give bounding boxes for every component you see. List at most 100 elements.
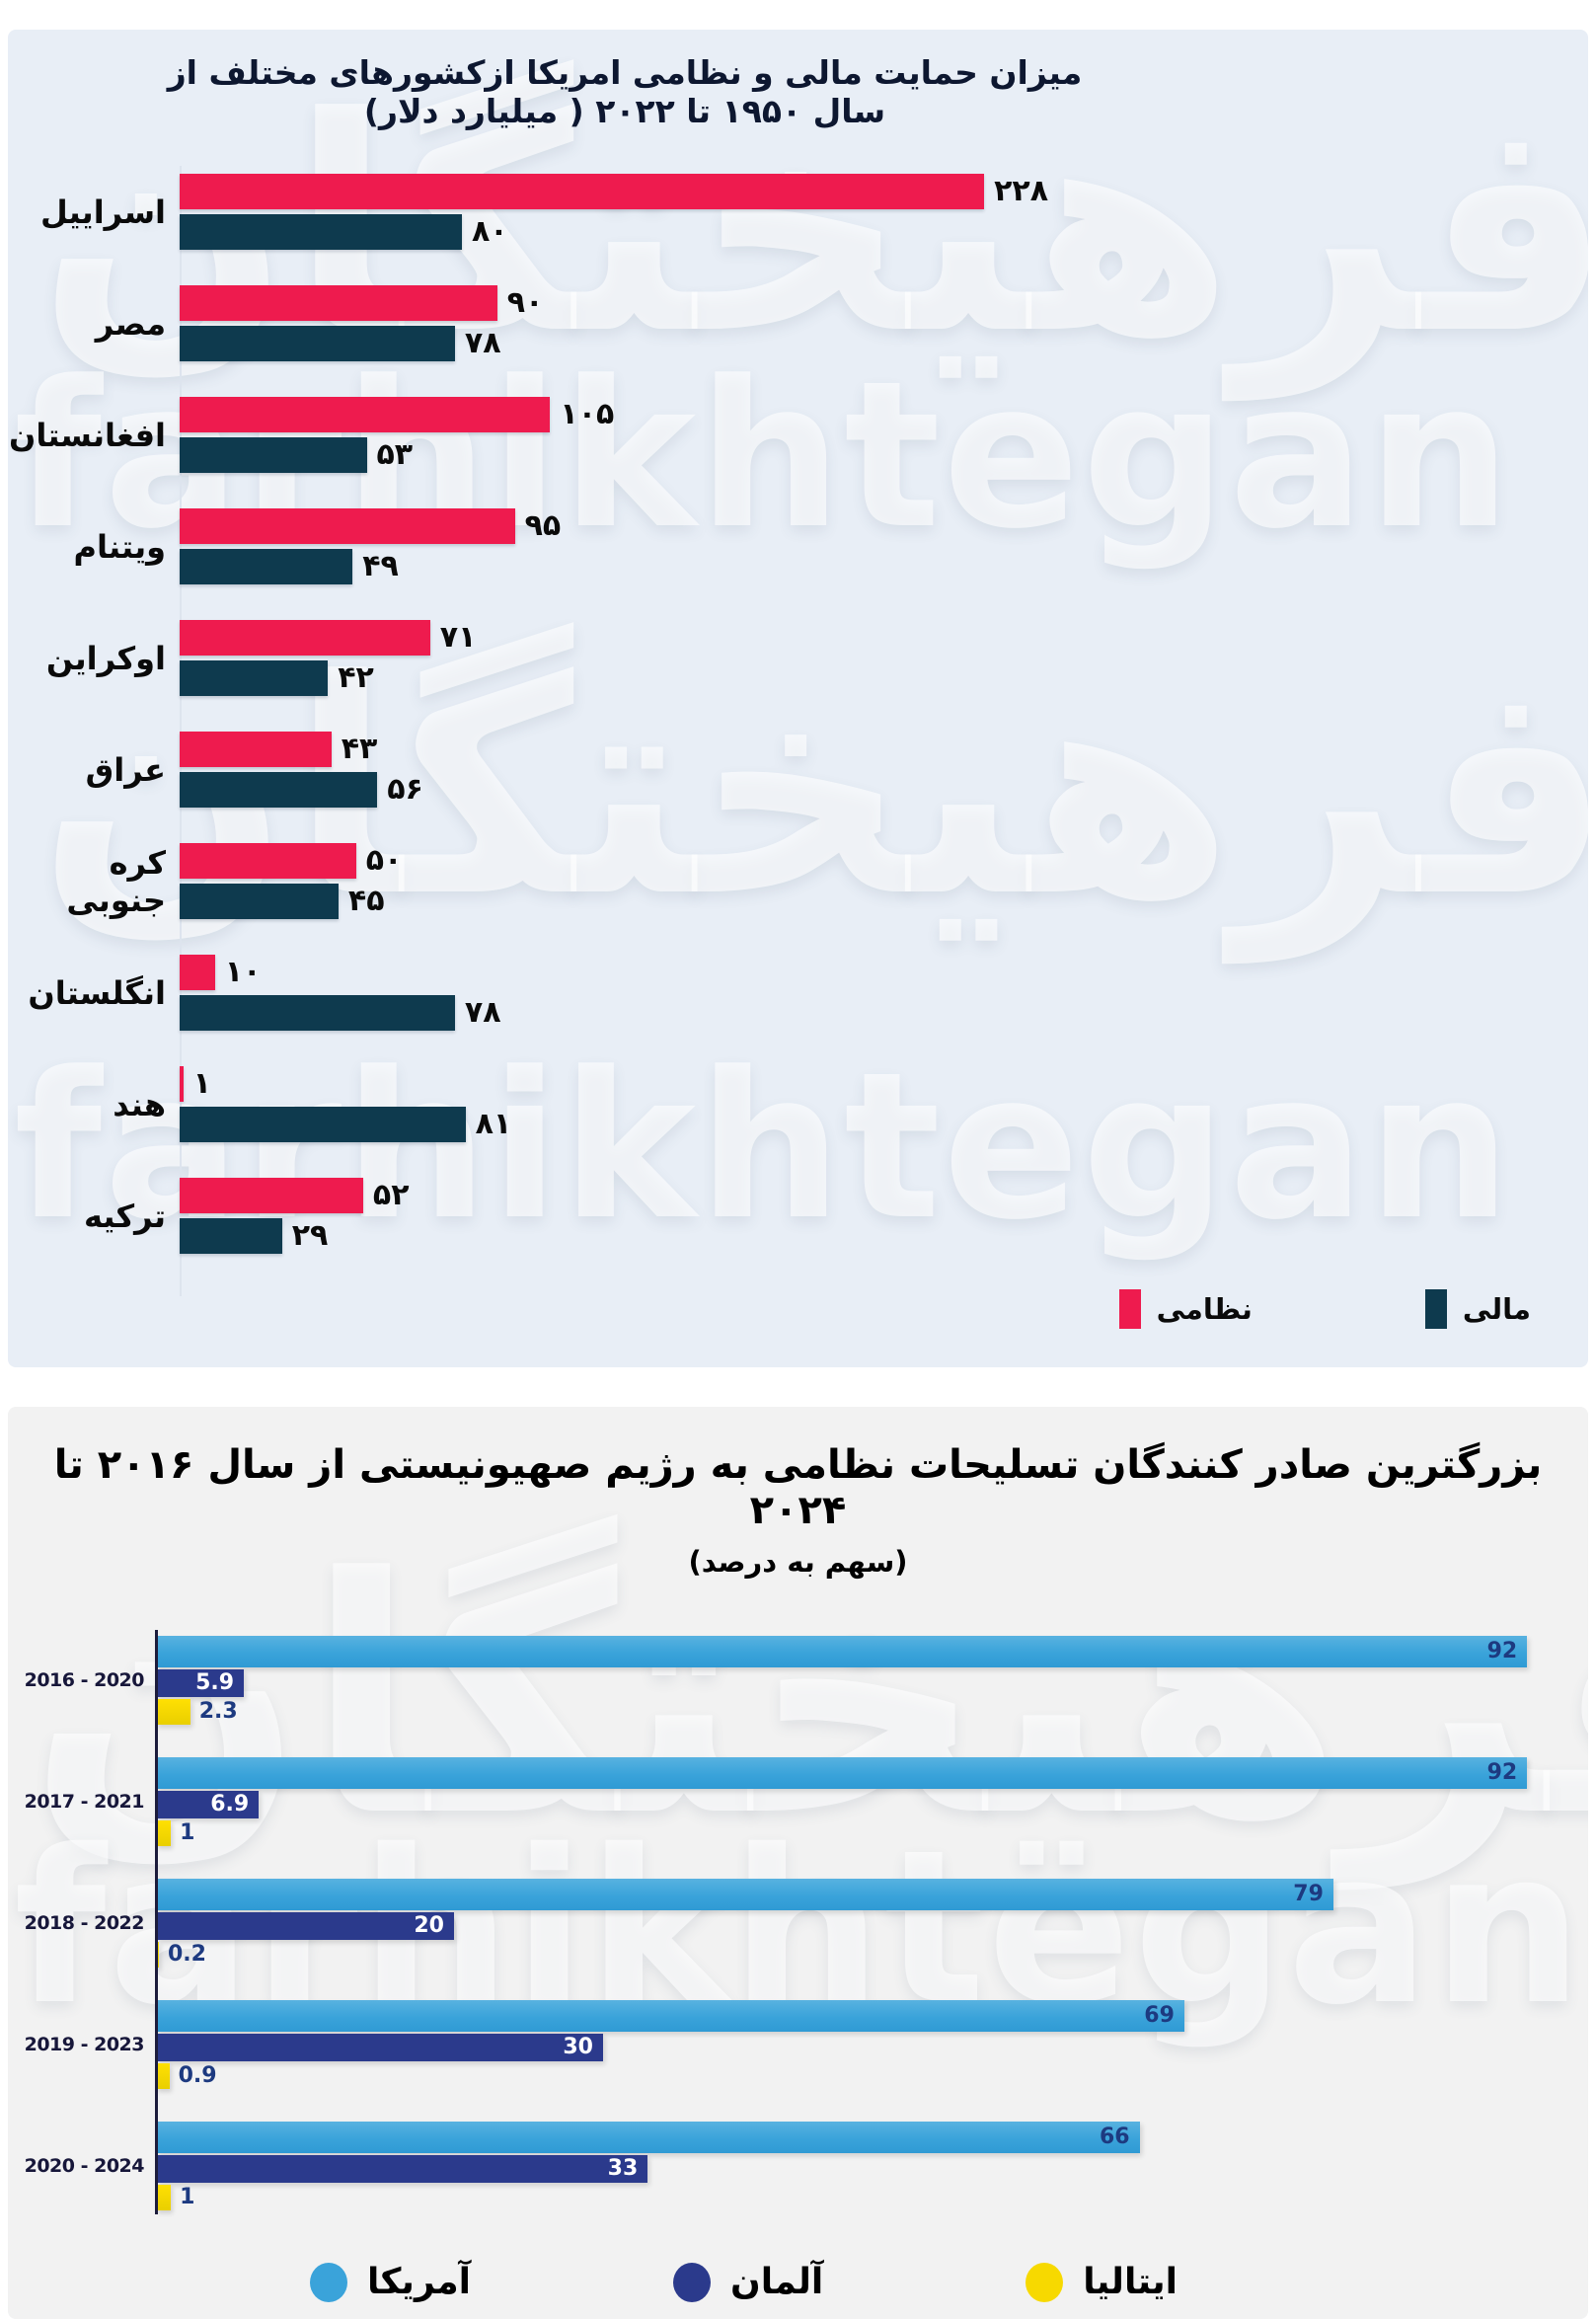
bar-line: ۹۵ xyxy=(180,508,1588,544)
bottom-chart-axis-line xyxy=(155,1630,158,2214)
bar-value: ۵۰ xyxy=(366,846,403,876)
financial-bar xyxy=(180,437,367,473)
usa-legend-circle xyxy=(310,2263,347,2302)
germany-legend-circle xyxy=(673,2263,711,2302)
legend-item-germany: آلمان xyxy=(673,2262,823,2302)
bar-line: ۵۶ xyxy=(180,772,1588,808)
bar-line: 92 xyxy=(156,1636,1588,1667)
legend-item-financial: مالی xyxy=(1425,1289,1531,1329)
bar-line: 1 xyxy=(156,1820,1588,1846)
legend-item-usa: آمریکا xyxy=(310,2262,471,2302)
bar-line: ۴۹ xyxy=(180,549,1588,584)
country-label: هند xyxy=(8,1086,180,1123)
military-legend-swatch xyxy=(1119,1289,1141,1329)
country-bars: ۴۳ ۵۶ xyxy=(180,732,1588,808)
bar-value: ۴۳ xyxy=(342,734,378,764)
country-label: ویتنام xyxy=(8,528,180,566)
financial-bar xyxy=(180,549,352,584)
bottom-chart-title: بزرگترین صادر کنندگان تسلیحات نظامی به ر… xyxy=(8,1442,1588,1533)
bar-line: ۴۲ xyxy=(180,660,1588,696)
bar-value: ۵۳ xyxy=(377,440,414,470)
bottom-chart-legend: آمریکا آلمان ایتالیا xyxy=(8,2262,1534,2302)
legend-item-italy: ایتالیا xyxy=(1026,2262,1178,2302)
bar-value: 30 xyxy=(563,2037,603,2058)
military-bar xyxy=(180,397,550,432)
period-row: 2016 - 2020 92 5.92.3 xyxy=(8,1636,1588,1725)
bar-value: ۴۲ xyxy=(338,663,374,693)
usa-bar: 69 xyxy=(156,2000,1184,2032)
country-bars: ۵۰۴۵ xyxy=(180,843,1588,919)
military-bar xyxy=(180,285,497,321)
period-label: 2019 - 2023 xyxy=(8,2034,156,2055)
bar-value: ۵۶ xyxy=(387,775,423,805)
period-label: 2018 - 2022 xyxy=(8,1912,156,1934)
bar-value: 0.2 xyxy=(168,1944,206,1966)
bar-value: ۲۹ xyxy=(292,1221,329,1251)
country-row: ترکیه۵۲۲۹ xyxy=(8,1178,1588,1254)
bar-line: 79 xyxy=(156,1879,1588,1910)
period-row: 2019 - 202369300.9 xyxy=(8,2000,1588,2089)
country-row: عراق۴۳۵۶ xyxy=(8,732,1588,808)
bar-value: 66 xyxy=(1100,2126,1140,2148)
bar-line: ۷۱ xyxy=(180,620,1588,656)
bar-value: ۷۸ xyxy=(465,998,501,1028)
financial-legend-swatch xyxy=(1425,1289,1447,1329)
bar-value: ۹۵ xyxy=(525,511,562,541)
country-label: کره جنوبی xyxy=(8,844,180,919)
top-chart-title: میزان حمایت مالی و نظامی امریکا ازکشورها… xyxy=(126,53,1123,130)
bar-value: ۷۸ xyxy=(465,329,501,358)
country-bars: ۵۲۲۹ xyxy=(180,1178,1588,1254)
bottom-chart-panel: فرهیختگان farhikhtegan بزرگترین صادر کنن… xyxy=(8,1407,1588,2319)
country-label: اسراییل xyxy=(8,193,180,231)
germany-bar: 33 xyxy=(156,2155,647,2183)
period-row: 2017 - 2021926.91 xyxy=(8,1757,1588,1846)
country-label: افغانستان xyxy=(8,417,180,454)
bar-value: ۱۰ xyxy=(225,958,262,987)
bar-value: ۸۰ xyxy=(472,217,508,247)
country-label: ترکیه xyxy=(8,1198,180,1235)
bar-line: ۴۳ xyxy=(180,732,1588,767)
bar-value: 92 xyxy=(1487,1641,1528,1662)
italy-bar xyxy=(156,1820,171,1846)
germany-legend-label: آلمان xyxy=(730,2262,823,2302)
bar-line: 92 xyxy=(156,1757,1588,1789)
italy-bar xyxy=(156,2063,170,2089)
bar-line: ۸۱ xyxy=(180,1107,1588,1142)
bar-line: ۵۲ xyxy=(180,1178,1588,1213)
period-row: 2018 - 2022 79 20 0.2 xyxy=(8,1879,1588,1968)
usa-bar: 92 xyxy=(156,1636,1527,1667)
bar-line: ۷۸ xyxy=(180,995,1588,1031)
country-bars: ۱۰ ۷۸ xyxy=(180,955,1588,1031)
country-row: اوکراین۷۱۴۲ xyxy=(8,620,1588,696)
bar-line: 2.3 xyxy=(156,1699,1588,1725)
financial-bar xyxy=(180,884,339,919)
usa-bar: 92 xyxy=(156,1757,1527,1789)
bar-value: ۷۱ xyxy=(440,623,477,653)
bar-value: ۸۱ xyxy=(476,1110,512,1139)
bar-value: ۹۰ xyxy=(507,288,544,318)
country-row: ویتنام ۹۵ ۴۹ xyxy=(8,508,1588,584)
country-bars: ۷۱ ۴۲ xyxy=(180,620,1588,696)
bar-line: 5.9 xyxy=(156,1669,1588,1697)
bar-value: 6.9 xyxy=(210,1794,259,1816)
period-bars: 92 5.92.3 xyxy=(156,1636,1588,1725)
legend-item-military: نظامی xyxy=(1119,1289,1253,1329)
bar-value: 20 xyxy=(414,1915,454,1937)
financial-bar xyxy=(180,1218,282,1254)
period-bars: 79 20 0.2 xyxy=(156,1879,1588,1968)
period-label: 2016 - 2020 xyxy=(8,1669,156,1691)
italy-legend-circle xyxy=(1026,2263,1063,2302)
bar-line: 30 xyxy=(156,2034,1588,2061)
usa-bar: 79 xyxy=(156,1879,1333,1910)
bottom-chart-subtitle: (سهم به درصد) xyxy=(8,1545,1588,1579)
country-row: کره جنوبی۵۰۴۵ xyxy=(8,843,1588,919)
usa-legend-label: آمریکا xyxy=(367,2262,471,2302)
military-bar xyxy=(180,955,215,990)
bar-value: 33 xyxy=(608,2158,648,2180)
bar-line: ۷۸ xyxy=(180,326,1588,361)
bar-value: 79 xyxy=(1293,1884,1333,1905)
top-chart-panel: فرهیختگان farhikhtegan فرهیختگان farhikh… xyxy=(8,30,1588,1367)
germany-bar: 20 xyxy=(156,1912,454,1940)
bar-line: 69 xyxy=(156,2000,1588,2032)
military-legend-label: نظامی xyxy=(1157,1292,1253,1326)
